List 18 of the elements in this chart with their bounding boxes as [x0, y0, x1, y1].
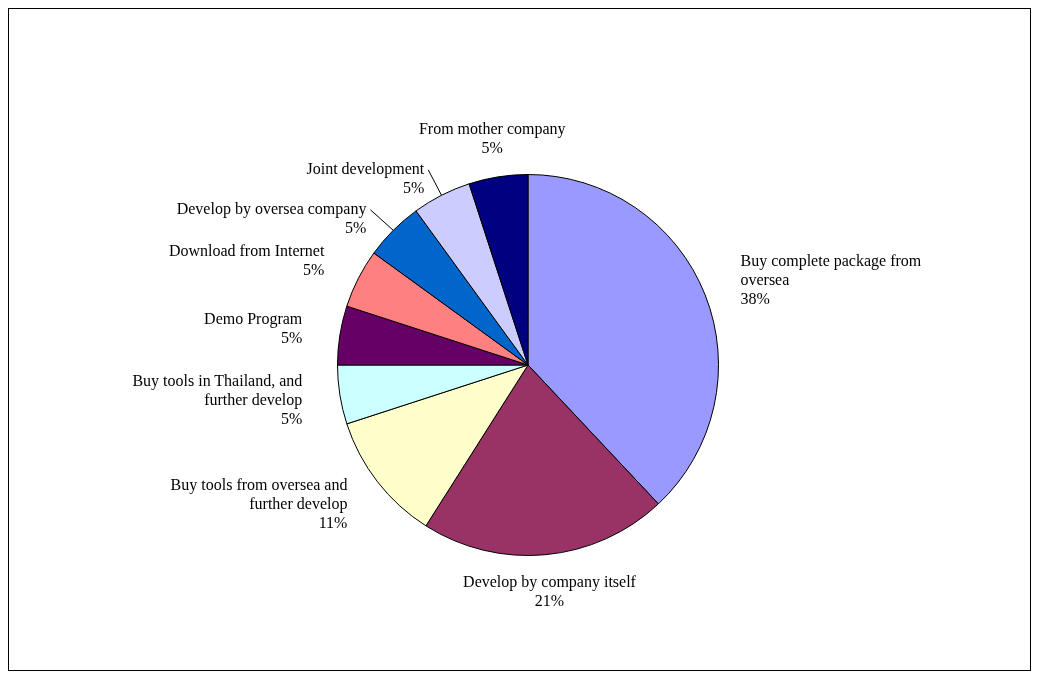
slice-label: Buy tools from oversea and further develop: [170, 476, 348, 514]
slice-label: Buy complete package from oversea: [740, 252, 922, 289]
data-label: 5%: [303, 260, 325, 278]
data-label: 5%: [481, 139, 503, 157]
slice-label: Download from Internet: [168, 241, 325, 259]
data-label: 11%: [318, 514, 348, 532]
slice-label: From mother company: [418, 120, 566, 139]
data-label: 5%: [402, 179, 425, 197]
data-label: 21%: [534, 592, 565, 610]
slice-label: Demo Program: [204, 309, 303, 328]
data-label: 5%: [345, 219, 367, 237]
data-label: 5%: [280, 409, 303, 427]
slice-label: Develop by oversea company: [176, 200, 367, 219]
data-label: 38%: [740, 290, 770, 308]
slice-label: Develop by company itself: [463, 573, 637, 592]
slice-label: Buy tools in Thailand, and further develop: [132, 371, 303, 409]
data-label: 5%: [280, 328, 303, 346]
slice-label: Joint development: [306, 160, 425, 179]
